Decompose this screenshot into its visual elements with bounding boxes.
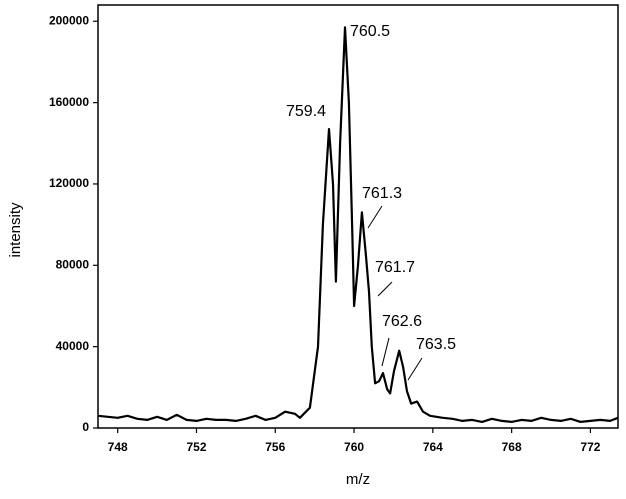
x-tick-label: 768 [502, 440, 522, 454]
x-tick-label: 764 [423, 440, 443, 454]
peak-label: 763.5 [416, 336, 456, 353]
y-tick-label: 80000 [56, 257, 90, 271]
peak-label: 761.7 [375, 259, 415, 276]
peak-label: 760.5 [350, 23, 390, 40]
y-tick-label: 40000 [56, 339, 90, 353]
y-tick-label: 0 [82, 420, 89, 434]
leader-line [381, 337, 390, 367]
x-tick-label: 772 [580, 440, 600, 454]
y-tick-label: 120000 [49, 176, 89, 190]
y-axis-label: intensity [7, 202, 24, 258]
y-tick-label: 200000 [49, 13, 89, 27]
peak-label: 759.4 [286, 103, 326, 120]
peak-label: 762.6 [382, 313, 422, 330]
leader-line [367, 205, 383, 229]
x-tick-label: 760 [344, 440, 364, 454]
peak-label: 761.3 [362, 185, 402, 202]
spectrum-line [97, 26, 619, 423]
leader-line [407, 357, 423, 381]
x-tick-label: 752 [186, 440, 206, 454]
x-tick-label: 756 [265, 440, 285, 454]
leader-line [377, 281, 393, 297]
plot-frame [97, 4, 619, 429]
x-axis-label: m/z [346, 471, 370, 488]
x-tick-label: 748 [108, 440, 128, 454]
y-tick-label: 160000 [49, 95, 89, 109]
